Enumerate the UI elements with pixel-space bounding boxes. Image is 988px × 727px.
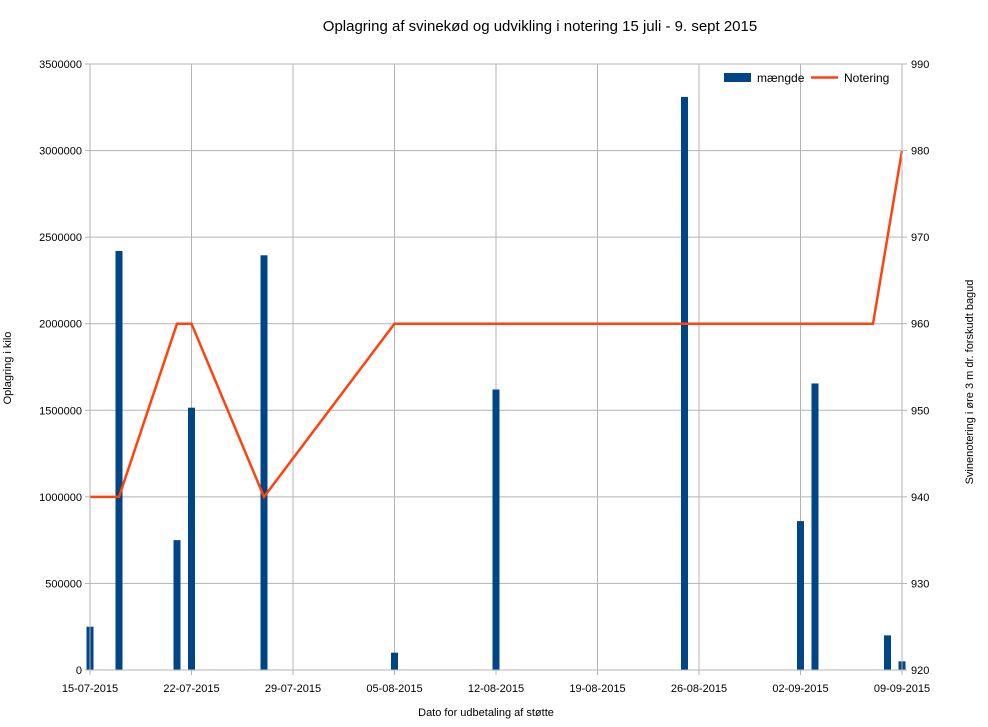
y-tick-label: 3500000 <box>39 59 82 71</box>
x-tick-label: 15-07-2015 <box>62 683 118 695</box>
y-tick-label: 1500000 <box>39 405 82 417</box>
legend-label-maengde: mængde <box>757 71 805 85</box>
x-tick-label: 29-07-2015 <box>265 683 321 695</box>
y-axis-label: Oplagring i kilo <box>2 332 14 405</box>
y-tick-label: 500000 <box>45 578 82 590</box>
bar-maengde <box>173 540 181 670</box>
bar-maengde <box>188 407 195 670</box>
x-tick-label: 12-08-2015 <box>468 683 524 695</box>
x-tick-label: 19-08-2015 <box>569 683 625 695</box>
y-tick-label: 2000000 <box>39 319 82 331</box>
x-tick-label: 02-09-2015 <box>772 683 828 695</box>
x-axis-label: Dato for udbetaling af støtte <box>418 707 554 719</box>
legend-label-notering: Notering <box>844 71 889 85</box>
axes-layer: 0 500000 1000000 1500000 2000000 2500000 30000… <box>39 59 930 695</box>
y-tick-label: 0 <box>76 665 82 677</box>
y-tick-label: 3000000 <box>39 146 82 158</box>
bar-maengde <box>391 652 398 670</box>
bar-maengde <box>260 255 268 670</box>
legend-swatch-maengde <box>724 73 751 82</box>
y2-tick-label: 950 <box>911 405 929 417</box>
y2-tick-label: 940 <box>911 492 929 504</box>
bar-maengde <box>811 383 819 670</box>
y2-tick-label: 930 <box>911 578 929 590</box>
y2-tick-label: 990 <box>911 59 929 71</box>
line-notering <box>90 150 904 500</box>
y-tick-label: 1000000 <box>39 492 82 504</box>
chart-title: Oplagring af svinekød og udvikling i not… <box>323 18 757 35</box>
bar-maengde <box>681 96 688 670</box>
y2-tick-label: 920 <box>911 665 929 677</box>
legend-layer: mængde Notering <box>724 71 889 85</box>
line-layer <box>90 150 904 500</box>
plot-area-border <box>89 63 903 671</box>
x-tick-label: 22-07-2015 <box>163 683 219 695</box>
bar-maengde <box>115 250 123 670</box>
bar-maengde <box>884 635 891 670</box>
bars-layer <box>86 96 906 670</box>
x-tick-label: 05-08-2015 <box>366 683 422 695</box>
y2-tick-label: 970 <box>911 232 929 244</box>
y2-axis-label: Svinenotering i øre 3 m dr. forskudt bag… <box>964 280 976 485</box>
bar-maengde <box>797 521 804 670</box>
y-tick-label: 2500000 <box>39 232 82 244</box>
x-tick-label: 09-09-2015 <box>874 683 930 695</box>
x-tick-label: 26-08-2015 <box>671 683 727 695</box>
bar-maengde <box>492 389 500 670</box>
y2-tick-label: 980 <box>911 146 929 158</box>
y2-tick-label: 960 <box>911 319 929 331</box>
